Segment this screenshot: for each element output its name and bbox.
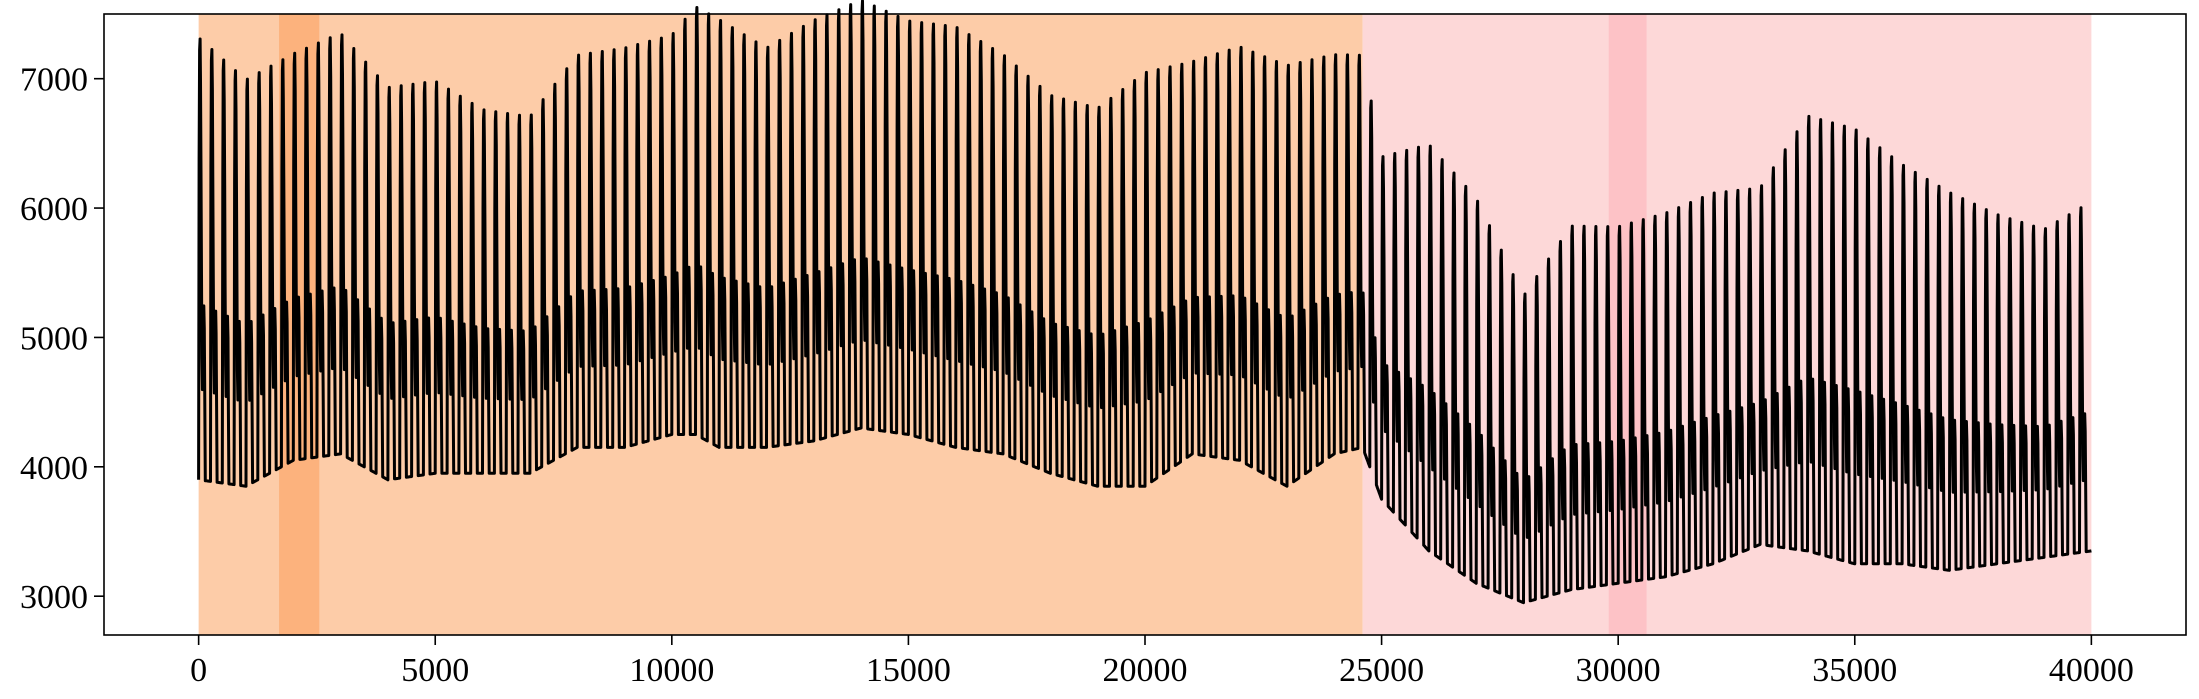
x-tick-label: 5000: [401, 652, 469, 689]
x-tick-label: 0: [190, 652, 207, 689]
x-tick-label: 15000: [866, 652, 951, 689]
y-tick-label: 6000: [20, 191, 88, 228]
y-tick-label: 3000: [20, 579, 88, 616]
y-tick-label: 7000: [20, 62, 88, 99]
x-tick-label: 25000: [1339, 652, 1424, 689]
x-tick-label: 40000: [2049, 652, 2134, 689]
y-tick-label: 5000: [20, 320, 88, 357]
data-series: [197, 0, 2093, 605]
x-tick-label: 30000: [1576, 652, 1661, 689]
x-tick-label: 35000: [1812, 652, 1897, 689]
series-line-0: [197, 0, 2093, 605]
x-tick-label: 10000: [629, 652, 714, 689]
y-axis: 3000 4000 5000 6000 7000: [20, 62, 104, 616]
y-tick-label: 4000: [20, 450, 88, 487]
x-tick-label: 20000: [1103, 652, 1188, 689]
x-axis: 0 5000 10000 15000 20000 25000 30000 35000 40000: [190, 635, 2134, 689]
shaded-region-3: [1608, 14, 1647, 635]
